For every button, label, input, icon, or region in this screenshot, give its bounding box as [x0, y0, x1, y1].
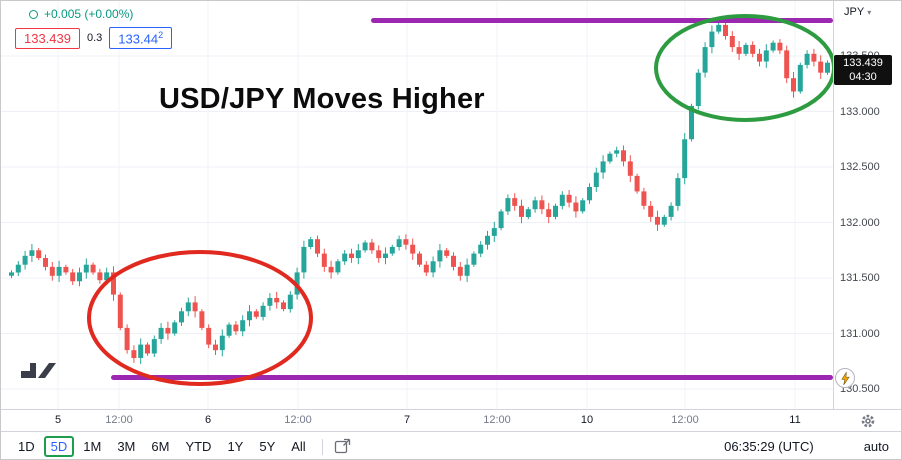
price-axis-symbol[interactable]: JPY ▾ — [844, 6, 871, 18]
scale-mode-auto[interactable]: auto — [863, 439, 889, 454]
lightning-icon — [840, 371, 850, 385]
axis-symbol-label: JPY — [844, 6, 865, 18]
gear-icon[interactable] — [860, 413, 876, 429]
price-axis-label: 131.000 — [840, 328, 880, 340]
buy-price-sup: 2 — [158, 30, 164, 40]
axis-settings-corner[interactable] — [833, 409, 901, 431]
bar-countdown: 04:30 — [849, 71, 877, 83]
time-axis-label: 12:00 — [284, 414, 312, 426]
price-change-value: +0.005 (+0.00%) — [44, 7, 134, 21]
range-3M-button[interactable]: 3M — [117, 439, 136, 454]
symbol-legend: +0.005 (+0.00%) 133.439 0.3 133.442 — [15, 7, 173, 50]
date-range-switcher: 1D 5D 1M 3M 6M YTD 1Y 5Y All — [11, 436, 313, 457]
range-1M-button[interactable]: 1M — [83, 439, 102, 454]
last-price-value: 133.439 — [843, 57, 883, 69]
range-6M-button[interactable]: 6M — [151, 439, 170, 454]
range-YTD-button[interactable]: YTD — [185, 439, 212, 454]
toolbar-divider — [321, 438, 323, 455]
bid-ask-row: 133.439 0.3 133.442 — [15, 27, 173, 50]
range-1Y-button[interactable]: 1Y — [227, 439, 244, 454]
price-change-row: +0.005 (+0.00%) — [29, 7, 172, 21]
bottom-toolbar: 1D 5D 1M 3M 6M YTD 1Y 5Y All 06:35:29 (UTC) auto — [1, 431, 901, 459]
go-to-date-icon — [335, 438, 351, 454]
clock[interactable]: 06:35:29 (UTC) — [724, 439, 814, 454]
time-axis-label: 5 — [54, 414, 62, 426]
price-axis-label: 133.000 — [840, 106, 880, 118]
buy-price-button[interactable]: 133.442 — [109, 27, 173, 50]
buy-price-main: 133.44 — [118, 31, 159, 47]
range-All-button[interactable]: All — [291, 439, 306, 454]
price-axis-label: 131.500 — [840, 272, 880, 284]
candlestick-series — [9, 21, 830, 365]
time-axis-label: 12:00 — [105, 414, 133, 426]
annotation-title: USD/JPY Moves Higher — [159, 83, 485, 115]
instant-trading-button[interactable] — [835, 368, 855, 388]
time-axis-label: 12:00 — [671, 414, 699, 426]
range-5D-button[interactable]: 5D — [43, 436, 75, 457]
time-axis[interactable]: 5 12:00 6 12:00 7 12:00 10 12:00 11 — [1, 409, 833, 431]
time-axis-label: 7 — [403, 414, 411, 426]
tradingview-logo[interactable] — [21, 359, 57, 385]
market-status-icon — [29, 9, 38, 19]
range-5Y-button[interactable]: 5Y — [259, 439, 276, 454]
price-axis-label: 132.000 — [840, 217, 880, 229]
last-price-badge: 133.439 04:30 — [834, 55, 892, 85]
price-axis[interactable]: JPY ▾ 133.500133.000132.500132.000131.50… — [833, 1, 901, 431]
spread-value: 0.3 — [87, 32, 103, 45]
time-axis-label: 6 — [204, 414, 212, 426]
go-to-date-button[interactable] — [332, 436, 354, 458]
chevron-down-icon: ▾ — [867, 7, 872, 17]
time-axis-label: 11 — [789, 414, 801, 426]
time-axis-label: 10 — [580, 414, 594, 426]
sell-price-button[interactable]: 133.439 — [15, 27, 80, 49]
price-axis-label: 132.500 — [840, 161, 880, 173]
chart-area[interactable]: +0.005 (+0.00%) 133.439 0.3 133.442 USD/… — [1, 1, 833, 409]
support-trendline[interactable] — [111, 375, 833, 381]
range-1D-button[interactable]: 1D — [18, 439, 35, 454]
time-axis-label: 12:00 — [483, 414, 511, 426]
resistance-trendline[interactable] — [371, 18, 833, 23]
